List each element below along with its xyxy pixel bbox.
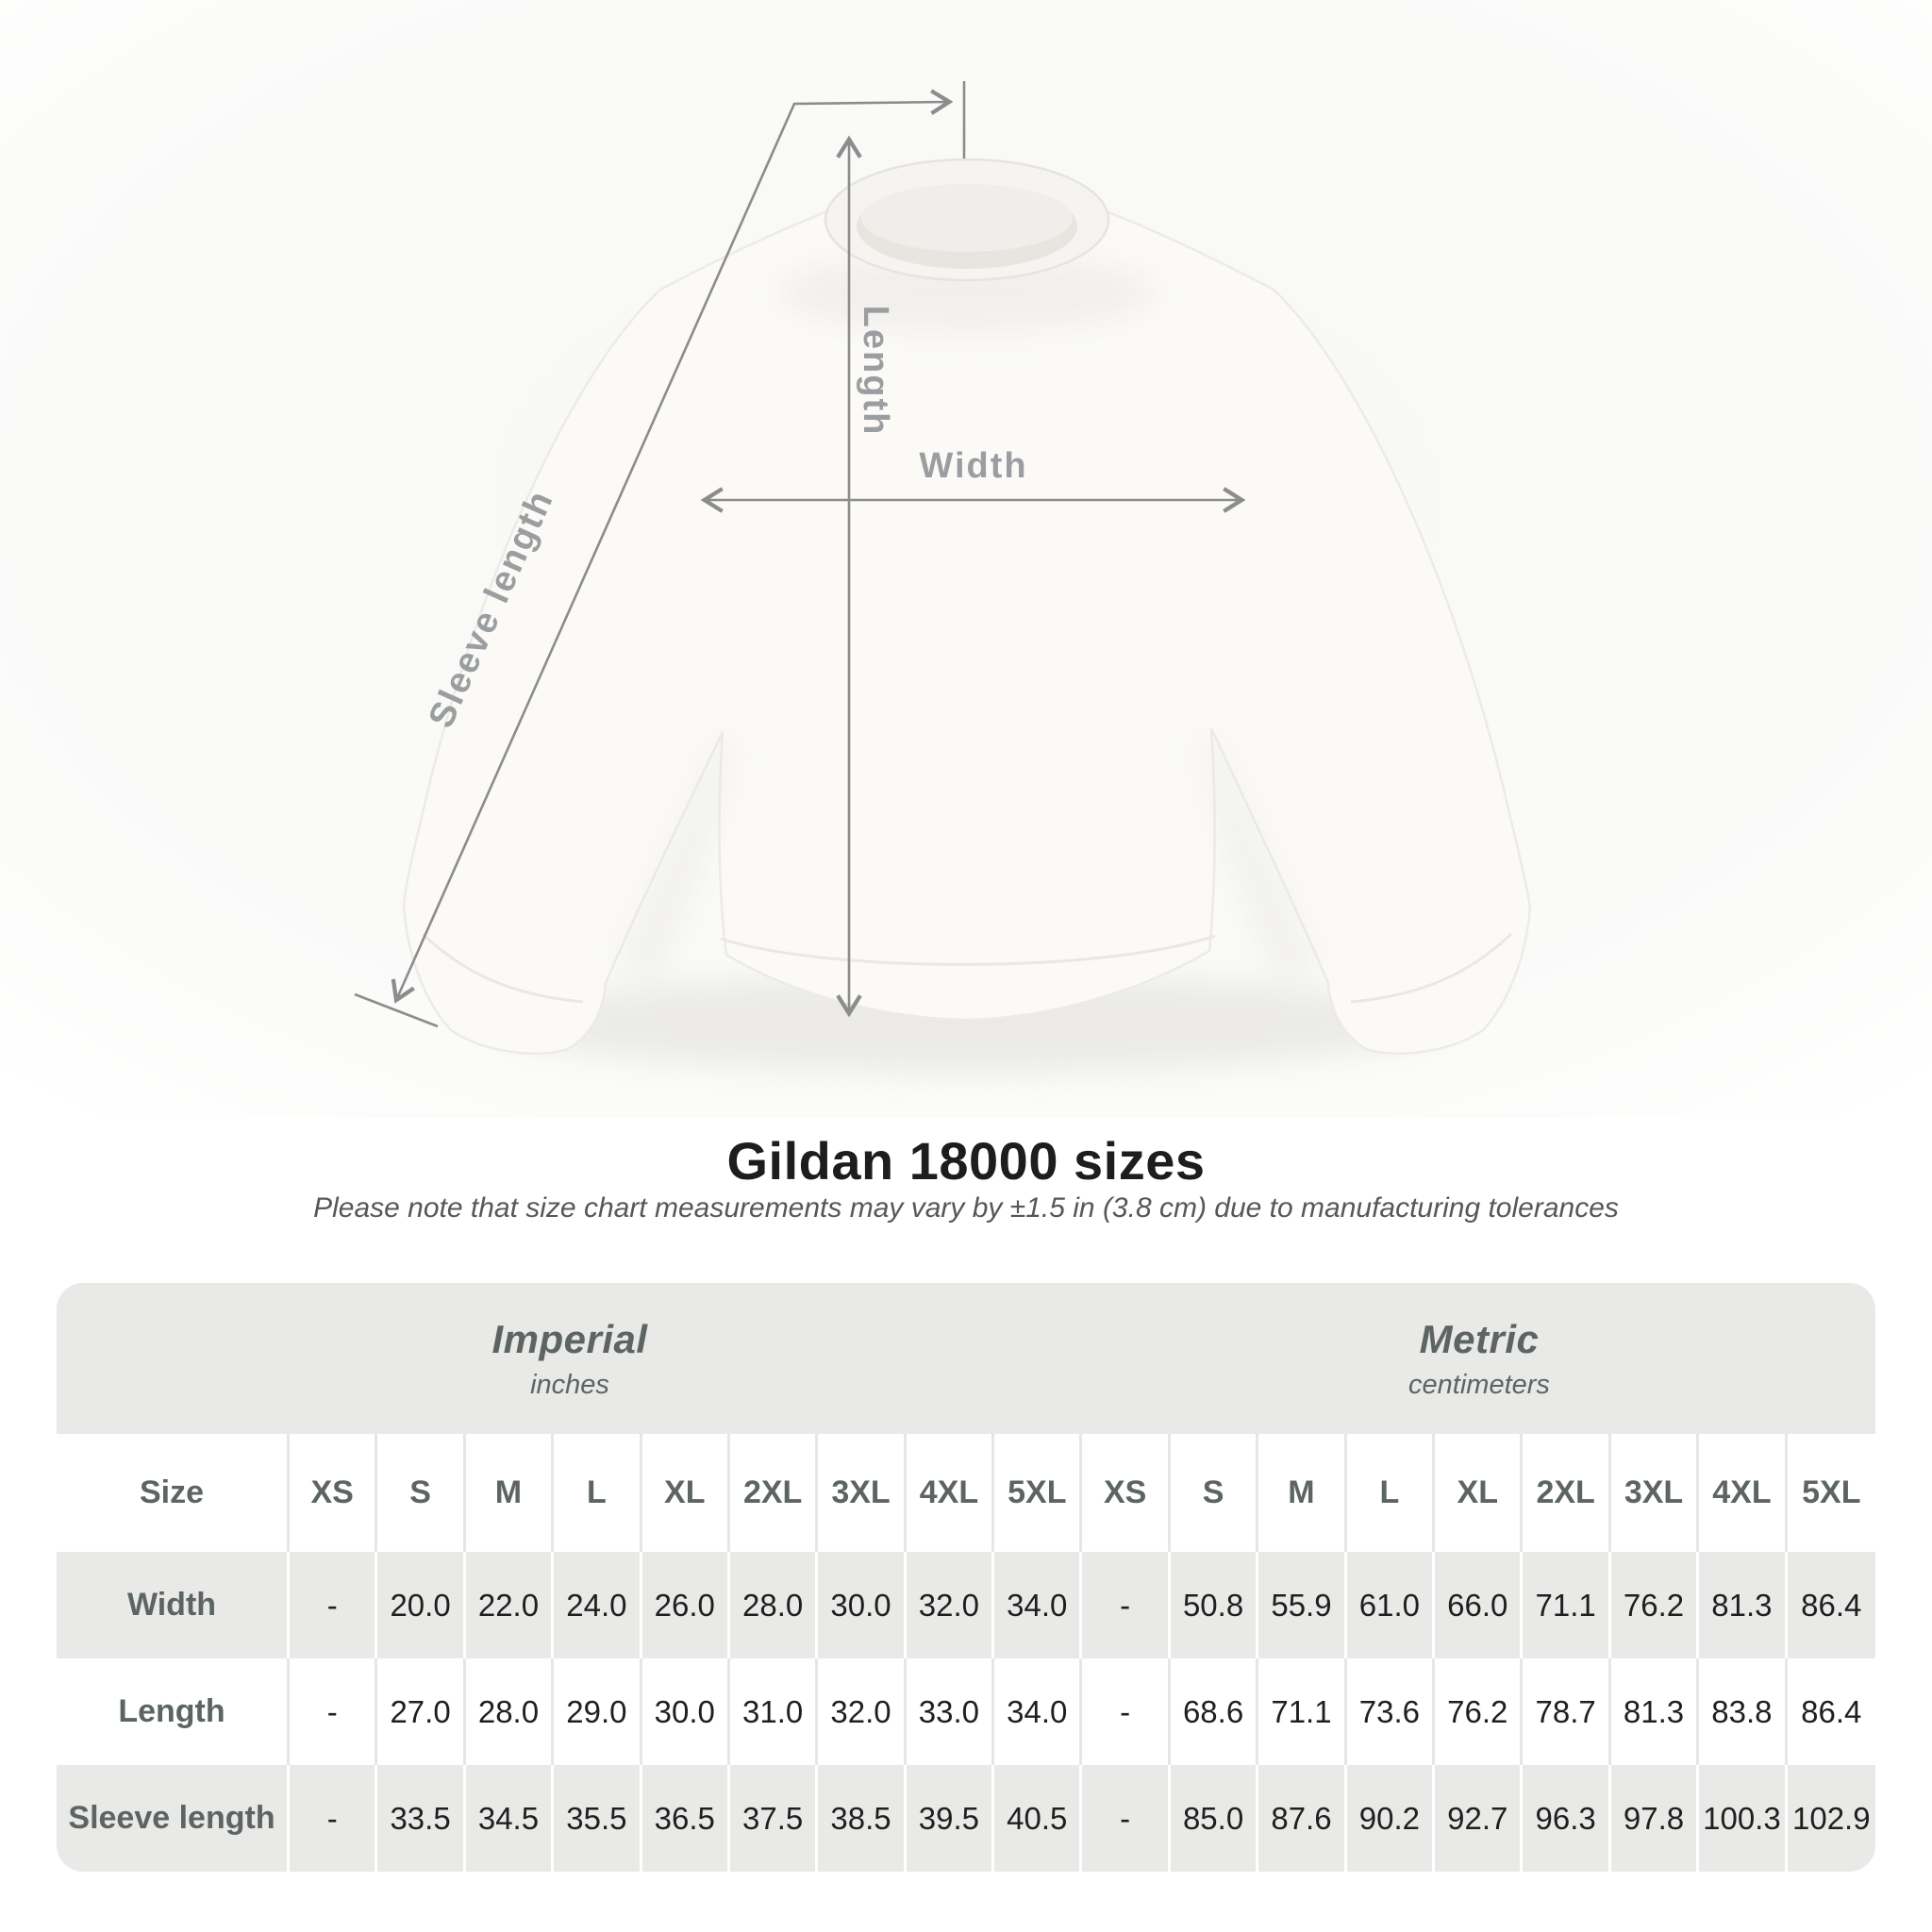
right-cuff-seam	[1350, 932, 1513, 1004]
imperial-header: Imperial inches	[57, 1283, 1083, 1434]
imperial-title: Imperial	[491, 1316, 648, 1361]
length-label: Length	[856, 306, 895, 437]
value-cell: 24.0	[554, 1552, 642, 1658]
unit-header-band: Imperial inches Metric centimeters	[57, 1283, 1875, 1434]
value-cell: 96.3	[1523, 1765, 1611, 1872]
size-header-3xl-imperial: 3XL	[818, 1434, 907, 1552]
size-header-m-imperial: M	[465, 1434, 555, 1552]
value-cell: 76.2	[1611, 1552, 1700, 1658]
value-cell: 28.0	[465, 1658, 555, 1765]
value-cell: 32.0	[818, 1658, 907, 1765]
value-cell: 78.7	[1523, 1658, 1611, 1765]
value-cell: 30.0	[641, 1658, 730, 1765]
value-cell: 29.0	[554, 1658, 642, 1765]
metric-unit: centimeters	[1408, 1369, 1550, 1400]
value-cell: -	[290, 1658, 378, 1765]
size-header-s-imperial: S	[377, 1434, 466, 1552]
sleeve-length-tick-bottom	[354, 992, 439, 1028]
value-cell: 76.2	[1435, 1658, 1524, 1765]
value-cell: 32.0	[907, 1552, 995, 1658]
size-header-l-metric: L	[1346, 1434, 1436, 1552]
value-cell: 55.9	[1258, 1552, 1347, 1658]
size-header-2xl-imperial: 2XL	[729, 1434, 819, 1552]
size-header-4xl-imperial: 4XL	[906, 1434, 995, 1552]
value-cell: 26.0	[642, 1552, 730, 1658]
right-sleeve-shade	[1198, 728, 1321, 981]
value-cell: 34.5	[466, 1765, 555, 1872]
value-cell: -	[1082, 1552, 1171, 1658]
value-cell: 73.6	[1346, 1658, 1436, 1765]
metric-header: Metric centimeters	[1083, 1283, 1875, 1434]
value-cell: 61.0	[1347, 1552, 1436, 1658]
size-header-xl-imperial: XL	[641, 1434, 730, 1552]
product-photo: Length Width Sleeve length	[0, 0, 1932, 1118]
value-cell: 87.6	[1258, 1765, 1347, 1872]
value-cell: -	[1082, 1658, 1171, 1765]
value-cell: 40.5	[994, 1765, 1083, 1872]
size-header-s-metric: S	[1170, 1434, 1259, 1552]
size-header-5xl-imperial: 5XL	[994, 1434, 1083, 1552]
sweatshirt-diagram: Length Width Sleeve length	[0, 0, 1932, 1118]
size-header-xs-imperial: XS	[290, 1434, 378, 1552]
size-grid: Size XS S M L XL 2XL 3XL 4XL 5XL XS S M L XL 2XL 3XL 4XL 5…	[57, 1434, 1875, 1872]
value-cell: 90.2	[1347, 1765, 1436, 1872]
value-cell: 97.8	[1611, 1765, 1700, 1872]
value-cell: 34.0	[994, 1552, 1083, 1658]
value-cell: 68.6	[1170, 1658, 1259, 1765]
value-cell: 71.1	[1523, 1552, 1611, 1658]
value-cell: 36.5	[642, 1765, 730, 1872]
value-cell: 92.7	[1435, 1765, 1524, 1872]
value-cell: 34.0	[994, 1658, 1083, 1765]
value-cell: 100.3	[1699, 1765, 1788, 1872]
value-cell: 33.5	[377, 1765, 466, 1872]
row-label: Sleeve length	[57, 1765, 290, 1872]
size-header-5xl-metric: 5XL	[1787, 1434, 1875, 1552]
tolerance-note: Please note that size chart measurements…	[313, 1192, 1619, 1224]
value-cell: 35.5	[554, 1765, 642, 1872]
value-cell: 27.0	[377, 1658, 466, 1765]
size-header-xl-metric: XL	[1435, 1434, 1524, 1552]
value-cell: -	[290, 1552, 378, 1658]
value-cell: 71.1	[1258, 1658, 1347, 1765]
row-label: Width	[57, 1552, 290, 1658]
value-cell: 31.0	[729, 1658, 819, 1765]
size-header-l-imperial: L	[554, 1434, 642, 1552]
value-cell: 102.9	[1792, 1800, 1871, 1836]
sleeve-length-line	[391, 89, 954, 1004]
metric-title: Metric	[1419, 1316, 1540, 1361]
value-cell: 28.0	[730, 1552, 819, 1658]
row-label: Length	[57, 1658, 290, 1765]
value-cell: 22.0	[466, 1552, 555, 1658]
size-header-m-metric: M	[1258, 1434, 1347, 1552]
value-cell: 86.4	[1787, 1658, 1875, 1765]
size-header-4xl-metric: 4XL	[1699, 1434, 1788, 1552]
value-cell: 81.3	[1699, 1552, 1788, 1658]
width-label: Width	[919, 446, 1027, 486]
value-cell: 66.0	[1435, 1552, 1524, 1658]
size-header-2xl-metric: 2XL	[1523, 1434, 1611, 1552]
measurement-lines	[354, 81, 1246, 1028]
value-cell: -	[290, 1765, 378, 1872]
imperial-unit: inches	[530, 1369, 609, 1400]
value-cell: 20.0	[377, 1552, 466, 1658]
value-cell: 33.0	[906, 1658, 995, 1765]
value-cell: -	[1082, 1765, 1171, 1872]
page-title: Gildan 18000 sizes	[726, 1131, 1206, 1191]
size-table: Imperial inches Metric centimeters Size X…	[57, 1283, 1875, 1872]
value-cell: 38.5	[818, 1765, 907, 1872]
size-column-header: Size	[57, 1434, 290, 1552]
value-cell: 86.4	[1801, 1587, 1862, 1623]
size-header-3xl-metric: 3XL	[1610, 1434, 1700, 1552]
value-cell: 37.5	[730, 1765, 819, 1872]
value-cell: 81.3	[1610, 1658, 1700, 1765]
value-cell: 50.8	[1171, 1552, 1259, 1658]
size-header-xs-metric: XS	[1082, 1434, 1171, 1552]
value-cell: 39.5	[907, 1765, 995, 1872]
value-cell: 30.0	[818, 1552, 907, 1658]
value-cell: 85.0	[1171, 1765, 1259, 1872]
collar-back	[861, 184, 1073, 252]
value-cell: 83.8	[1699, 1658, 1788, 1765]
